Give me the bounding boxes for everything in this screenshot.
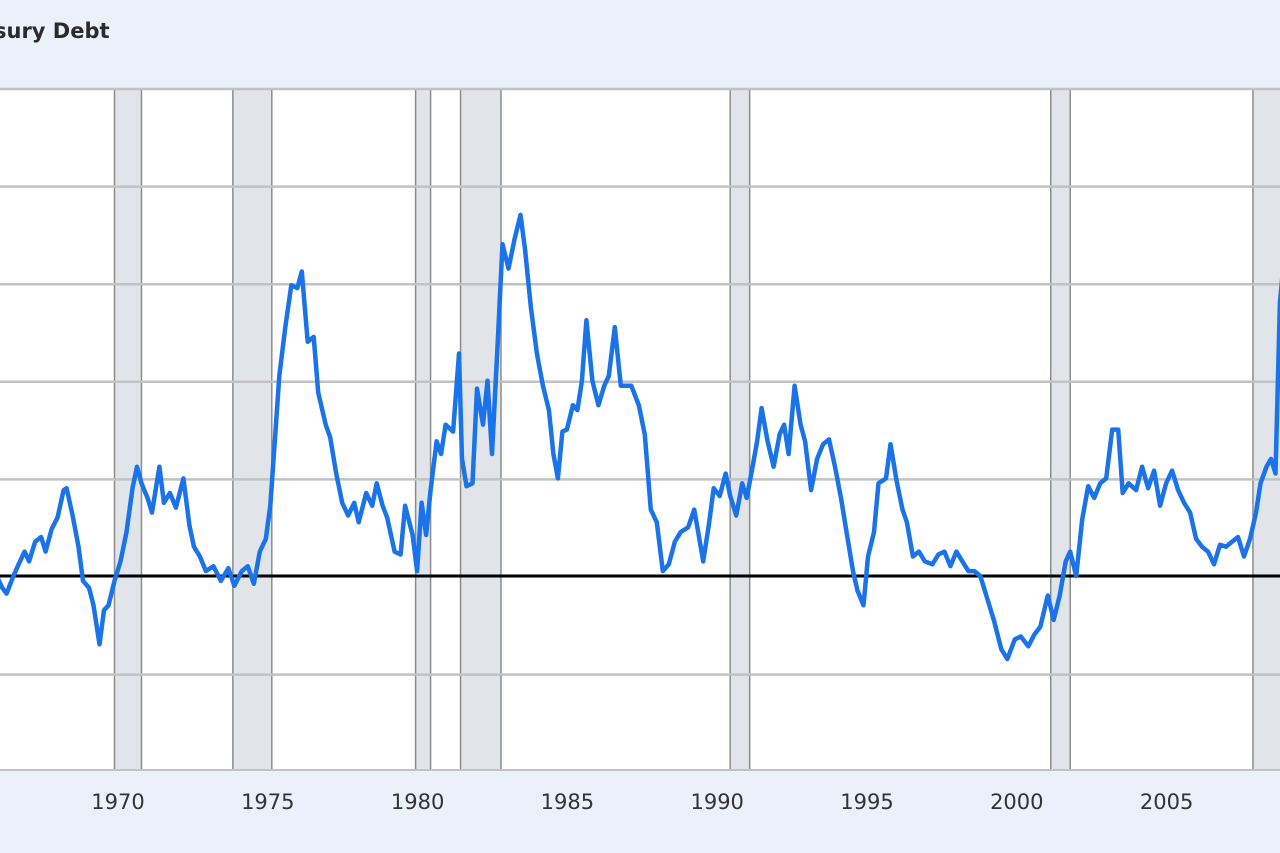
gridlines bbox=[0, 87, 1280, 771]
x-tick-label: 1995 bbox=[840, 790, 893, 814]
recession-band bbox=[1050, 88, 1071, 771]
recession-band bbox=[730, 88, 750, 771]
x-tick-label: 1970 bbox=[91, 790, 144, 814]
x-tick-label: 1975 bbox=[241, 790, 294, 814]
plot-background bbox=[0, 88, 1280, 771]
chart-header: sury Debt bbox=[0, 0, 1280, 88]
x-axis-ticks: 1970 1975 1980 1985 1990 1995 2000 2005 bbox=[91, 790, 1193, 814]
x-tick-label: 1990 bbox=[690, 790, 743, 814]
x-tick-label: 1985 bbox=[541, 790, 594, 814]
recession-band bbox=[232, 88, 272, 771]
recession-band bbox=[114, 88, 142, 771]
x-tick-label: 1980 bbox=[391, 790, 444, 814]
recession-bands bbox=[113, 88, 1280, 771]
recession-band bbox=[415, 88, 431, 771]
chart-title: sury Debt bbox=[0, 19, 110, 43]
series-layer bbox=[0, 212, 1280, 662]
x-tick-label: 2000 bbox=[990, 790, 1043, 814]
series-line bbox=[0, 212, 1280, 662]
x-tick-label: 2005 bbox=[1140, 790, 1193, 814]
